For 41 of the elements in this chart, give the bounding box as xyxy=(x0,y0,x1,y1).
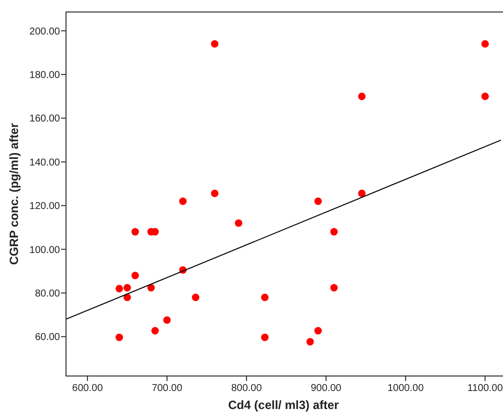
y-tick-label: 140.00 xyxy=(29,157,60,168)
x-tick-label: 700.00 xyxy=(152,383,183,394)
point xyxy=(261,294,269,302)
point xyxy=(481,92,489,100)
point xyxy=(116,284,124,292)
point xyxy=(261,334,269,342)
point xyxy=(358,190,366,198)
point xyxy=(314,327,322,335)
point xyxy=(179,197,187,205)
point xyxy=(123,284,131,292)
y-tick-label: 60.00 xyxy=(34,332,60,344)
point xyxy=(330,228,338,236)
y-tick-label: 100.00 xyxy=(29,244,60,256)
point xyxy=(131,228,139,236)
x-tick-label: 600.00 xyxy=(72,383,104,394)
x-tick-label: 900.00 xyxy=(310,383,342,394)
x-tick-label: 1100.00 xyxy=(467,383,503,394)
x-tick-label: 800.00 xyxy=(231,383,262,394)
y-tick-label: 180.00 xyxy=(29,70,60,81)
x-axis-title: Cd4 (cell/ ml3) after xyxy=(228,398,340,412)
point xyxy=(163,316,171,324)
point xyxy=(131,272,139,280)
x-tick-label: 1000.00 xyxy=(387,383,424,394)
point xyxy=(210,190,218,198)
y-tick-label: 120.00 xyxy=(29,201,60,212)
y-axis-title: CGRP conc. (pg/ml) after xyxy=(7,122,21,265)
point xyxy=(192,294,200,302)
point xyxy=(306,338,314,346)
point xyxy=(481,40,489,48)
point xyxy=(358,92,366,100)
point xyxy=(116,334,124,342)
point xyxy=(151,327,159,335)
point xyxy=(234,219,242,227)
point xyxy=(123,294,131,302)
y-tick-label: 80.00 xyxy=(34,288,60,300)
y-tick-label: 200.00 xyxy=(29,26,60,38)
point xyxy=(147,284,155,292)
point xyxy=(330,284,338,292)
y-tick-label: 160.00 xyxy=(29,114,60,125)
point xyxy=(210,40,218,48)
point xyxy=(314,197,322,205)
